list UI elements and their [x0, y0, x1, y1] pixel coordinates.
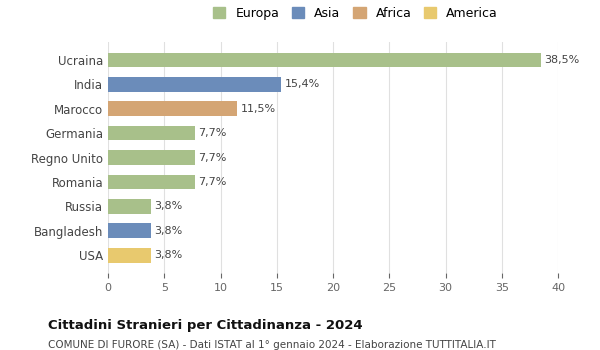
Bar	[108, 248, 151, 262]
Text: 7,7%: 7,7%	[198, 153, 226, 162]
Bar	[108, 126, 194, 140]
Bar	[108, 150, 194, 165]
Legend: Europa, Asia, Africa, America: Europa, Asia, Africa, America	[213, 7, 498, 20]
Text: 3,8%: 3,8%	[154, 201, 182, 211]
Bar	[108, 102, 238, 116]
Bar	[108, 199, 151, 214]
Bar	[108, 223, 151, 238]
Text: 3,8%: 3,8%	[154, 250, 182, 260]
Text: 15,4%: 15,4%	[284, 79, 320, 89]
Bar	[108, 52, 541, 67]
Text: 7,7%: 7,7%	[198, 177, 226, 187]
Bar	[108, 175, 194, 189]
Bar	[108, 77, 281, 92]
Text: Cittadini Stranieri per Cittadinanza - 2024: Cittadini Stranieri per Cittadinanza - 2…	[48, 318, 362, 331]
Text: COMUNE DI FURORE (SA) - Dati ISTAT al 1° gennaio 2024 - Elaborazione TUTTITALIA.: COMUNE DI FURORE (SA) - Dati ISTAT al 1°…	[48, 340, 496, 350]
Text: 3,8%: 3,8%	[154, 226, 182, 236]
Text: 11,5%: 11,5%	[241, 104, 276, 114]
Text: 7,7%: 7,7%	[198, 128, 226, 138]
Text: 38,5%: 38,5%	[545, 55, 580, 65]
